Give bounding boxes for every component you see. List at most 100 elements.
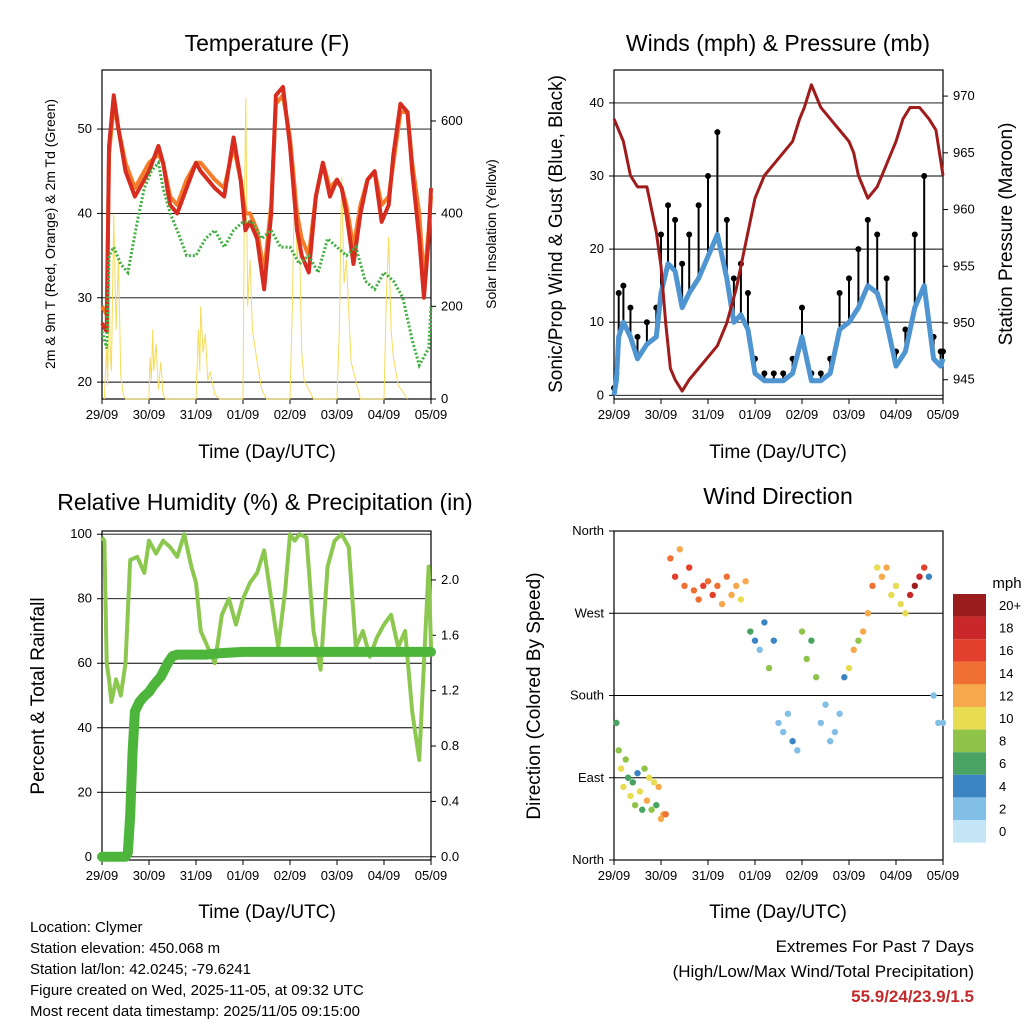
direction-point bbox=[765, 664, 773, 672]
y-tick-label: 50 bbox=[78, 121, 92, 136]
direction-point bbox=[634, 769, 641, 777]
humidity-y-label: Percent & Total Rainfall bbox=[28, 597, 49, 794]
y2-tick-label: 400 bbox=[441, 206, 463, 221]
temperature-y-label: 2m & 9m T (Red, Orange) & 2m Td (Green) bbox=[42, 99, 58, 369]
y2-tick-label: 965 bbox=[953, 145, 975, 160]
extremes-box: Extremes For Past 7 Days (High/Low/Max W… bbox=[673, 934, 974, 1009]
station-latlon: Station lat/lon: 42.0245; -79.6241 bbox=[30, 961, 252, 978]
x-tick-label: 04/09 bbox=[368, 407, 401, 422]
direction-point bbox=[794, 747, 801, 754]
direction-point bbox=[615, 747, 622, 754]
direction-point bbox=[883, 564, 890, 571]
direction-point bbox=[624, 774, 632, 781]
direction-point bbox=[639, 806, 646, 813]
y-tick-label: 100 bbox=[70, 526, 92, 541]
y-tick-label: 0 bbox=[597, 387, 604, 402]
winds-title: Winds (mph) & Pressure (mb) bbox=[626, 30, 930, 56]
y2-tick-label: 200 bbox=[441, 298, 463, 313]
x-tick-label: 01/09 bbox=[739, 868, 772, 883]
direction-point bbox=[733, 582, 740, 590]
direction-point bbox=[850, 646, 857, 654]
y-tick-label: 20 bbox=[78, 784, 92, 799]
direction-point bbox=[812, 674, 820, 681]
direction-point bbox=[631, 801, 639, 809]
y2-tick-label: 0 bbox=[441, 391, 448, 406]
y2-tick-label: 0.4 bbox=[441, 793, 459, 808]
legend-label: 10 bbox=[999, 711, 1013, 726]
legend-swatch bbox=[953, 774, 986, 798]
x-tick-label: 05/09 bbox=[415, 868, 448, 883]
x-tick-label: 29/09 bbox=[86, 407, 119, 422]
y-tick-label: 20 bbox=[78, 374, 92, 389]
x-tick-label: 31/09 bbox=[692, 407, 725, 422]
legend-label: 8 bbox=[999, 734, 1006, 749]
direction-point bbox=[803, 655, 810, 663]
x-tick-label: 05/09 bbox=[927, 407, 960, 422]
extremes-title: Extremes For Past 7 Days bbox=[775, 937, 974, 956]
direction-point bbox=[808, 637, 815, 644]
series-pressure bbox=[612, 83, 945, 393]
x-tick-label: 30/09 bbox=[133, 868, 166, 883]
wind-direction-panel: Wind Direction Time (Day/UTC) Direction … bbox=[524, 483, 1022, 923]
direction-point bbox=[911, 582, 918, 590]
temperature-y2-label: Solar Insolation (Yellow) bbox=[483, 159, 499, 309]
series-relative-humidity bbox=[100, 532, 433, 763]
x-tick-label: 30/09 bbox=[133, 407, 166, 422]
x-tick-label: 31/09 bbox=[180, 868, 213, 883]
direction-point bbox=[892, 582, 900, 590]
direction-point bbox=[770, 637, 777, 644]
direction-point bbox=[831, 728, 839, 736]
direction-point bbox=[704, 578, 712, 585]
y2-tick-label: 950 bbox=[953, 315, 975, 330]
temperature-x-label: Time (Day/UTC) bbox=[198, 442, 336, 463]
station-elevation: Station elevation: 450.068 m bbox=[30, 940, 221, 957]
y-tick-label: 40 bbox=[78, 720, 92, 735]
y2-tick-label: 2.0 bbox=[441, 572, 459, 587]
winds-y2-label: Station Pressure (Maroon) bbox=[996, 123, 1017, 346]
direction-point bbox=[737, 596, 745, 603]
x-tick-label: 29/09 bbox=[86, 868, 119, 883]
extremes-values: 55.9/24/23.9/1.5 bbox=[851, 987, 974, 1006]
x-tick-label: 05/09 bbox=[415, 407, 448, 422]
legend-label: 6 bbox=[999, 756, 1006, 771]
direction-point bbox=[648, 806, 655, 813]
humidity-precip-panel: Relative Humidity (%) & Precipitation (i… bbox=[28, 489, 473, 923]
legend-label: 20+ bbox=[999, 598, 1021, 613]
direction-point bbox=[789, 737, 796, 745]
direction-point bbox=[620, 783, 627, 791]
figure-created: Figure created on Wed, 2025-11-05, at 09… bbox=[30, 982, 364, 999]
x-tick-label: 29/09 bbox=[598, 407, 631, 422]
direction-point bbox=[798, 628, 806, 635]
direction-point bbox=[686, 564, 693, 571]
y-tick-label: West bbox=[575, 605, 605, 620]
legend-swatch bbox=[953, 729, 986, 753]
y-tick-label: North bbox=[572, 852, 604, 867]
x-tick-label: 02/09 bbox=[274, 868, 307, 883]
direction-point bbox=[643, 797, 651, 804]
direction-point bbox=[676, 546, 683, 553]
x-tick-label: 04/09 bbox=[368, 868, 401, 883]
direction-point bbox=[681, 582, 688, 590]
direction-point bbox=[747, 628, 754, 635]
legend-label: 18 bbox=[999, 621, 1013, 636]
direction-title: Wind Direction bbox=[703, 483, 853, 509]
direction-point bbox=[653, 801, 660, 809]
y2-tick-label: 0.0 bbox=[441, 849, 459, 864]
direction-point bbox=[845, 664, 853, 672]
direction-point bbox=[761, 619, 768, 626]
direction-point bbox=[888, 591, 895, 599]
x-tick-label: 31/09 bbox=[692, 868, 725, 883]
x-tick-label: 01/09 bbox=[227, 407, 260, 422]
y-tick-label: South bbox=[570, 688, 604, 703]
direction-point bbox=[841, 674, 848, 681]
direction-point bbox=[784, 710, 792, 717]
direction-point bbox=[874, 564, 881, 571]
series-solar-insolation bbox=[103, 97, 408, 400]
x-tick-label: 31/09 bbox=[180, 407, 213, 422]
direction-point bbox=[855, 637, 862, 644]
y-tick-label: 20 bbox=[590, 241, 604, 256]
legend-swatch bbox=[953, 661, 986, 685]
direction-point bbox=[897, 600, 904, 608]
legend-swatch bbox=[953, 594, 986, 617]
x-tick-label: 01/09 bbox=[227, 868, 260, 883]
